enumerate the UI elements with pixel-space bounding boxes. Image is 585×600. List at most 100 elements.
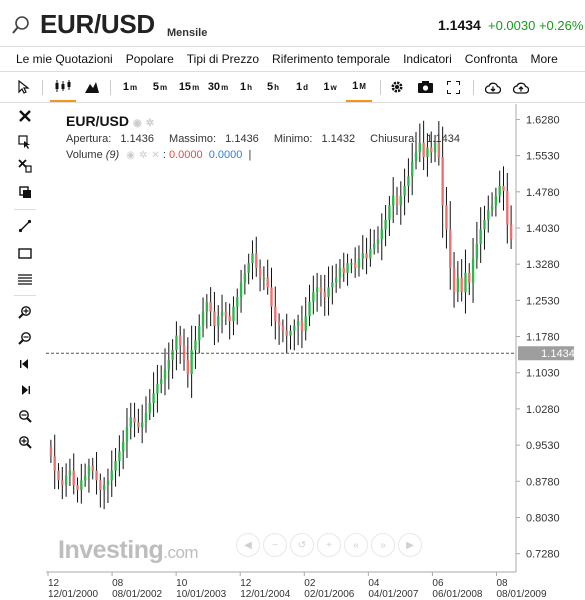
candle-body [121, 441, 125, 452]
reset-icon[interactable]: ↺ [290, 533, 314, 557]
menu-item-indicators[interactable]: Indicatori [403, 52, 452, 66]
candle-body [163, 369, 167, 380]
candle-body [323, 292, 326, 297]
eye-icon[interactable]: ◉ [126, 150, 136, 161]
candle-body [494, 195, 498, 206]
upload-cloud-icon[interactable] [511, 72, 531, 102]
zoom-out-icon[interactable] [14, 327, 36, 349]
trend-line-icon[interactable] [14, 215, 36, 237]
candle-body [411, 161, 414, 177]
open-value: Apertura: 1.1436 [66, 133, 154, 145]
gear-icon[interactable]: ✲ [139, 150, 148, 161]
menu-item-more[interactable]: More [530, 52, 558, 66]
candlestick-type-icon[interactable] [50, 72, 76, 102]
gear-icon[interactable]: ✲ [145, 118, 155, 129]
candle-body [213, 311, 216, 326]
candle-body [76, 485, 79, 490]
menu-item-time-reference[interactable]: Riferimento temporale [272, 52, 391, 66]
candle-body [475, 243, 479, 259]
zoom-fit-icon[interactable] [14, 431, 36, 453]
camera-icon[interactable] [415, 72, 435, 102]
time-tick-date: 08/01/2002 [112, 589, 162, 600]
zoom-reset-icon[interactable] [14, 405, 36, 427]
candle-body [418, 142, 421, 153]
download-cloud-icon[interactable] [483, 72, 503, 102]
search-icon[interactable] [10, 14, 32, 36]
candle-body [262, 277, 266, 280]
scroll-right-icon[interactable]: » [371, 533, 395, 557]
copy-layers-icon[interactable] [14, 181, 36, 203]
menu-item-price-types[interactable]: Tipi di Prezzo [186, 52, 260, 66]
low-value: Minimo: 1.1432 [273, 133, 356, 145]
candle-body [315, 287, 319, 293]
candle-body [144, 412, 148, 423]
volume-row: Volume (9) ◉ ✲ ✕ : 0.0000 0.0000 | [66, 149, 252, 161]
gear-icon[interactable] [387, 72, 407, 102]
candle-body [102, 485, 106, 490]
candle-body [152, 393, 155, 404]
time-tick-label: 02 [304, 578, 316, 589]
scroll-left-icon[interactable] [14, 353, 36, 375]
candle-body [179, 335, 182, 346]
ohlc-row: Apertura: 1.1436 Massimo: 1.1436 Minimo:… [66, 133, 472, 145]
time-tick-label: 12 [48, 578, 60, 589]
cursor-icon[interactable] [14, 72, 34, 102]
candle-body [308, 301, 311, 317]
remove-drawings-icon[interactable] [14, 131, 36, 153]
candle-body [331, 282, 334, 288]
candle-body [399, 195, 402, 206]
menu-item-compare[interactable]: Confronta [464, 52, 518, 66]
area-type-icon[interactable] [82, 72, 102, 102]
candle-body [61, 480, 64, 486]
candle-body [171, 350, 174, 360]
rectangle-tool-icon[interactable] [14, 243, 36, 265]
timeframe-30m[interactable]: 30 m [207, 81, 229, 93]
chevron-right-icon[interactable]: ▶ [398, 533, 422, 557]
candle-body [384, 219, 387, 230]
candle-body [414, 152, 418, 162]
price-tick-label: 0.7280 [526, 549, 560, 561]
timeframe-15m[interactable]: 15 m [178, 81, 200, 93]
candle-body [49, 446, 53, 457]
menu-item-popular[interactable]: Popolare [125, 52, 174, 66]
candle-body [445, 205, 448, 230]
fullscreen-icon[interactable] [443, 72, 463, 102]
candle-body [468, 272, 471, 283]
chevron-left-icon[interactable]: ◀ [236, 533, 260, 557]
price-tick-label: 0.8780 [526, 476, 560, 488]
quote-header: EUR/USD Mensile 1.1434 +0.0030 +0.26% [0, 0, 585, 46]
candle-body [91, 465, 94, 471]
delete-all-icon[interactable] [14, 155, 36, 177]
scroll-right-icon[interactable] [14, 379, 36, 401]
candle-body [498, 186, 501, 196]
close-icon[interactable] [14, 105, 36, 127]
candle-body [182, 345, 186, 360]
last-price-tag [518, 346, 574, 361]
scroll-left-icon[interactable]: « [344, 533, 368, 557]
candle-body [258, 268, 262, 278]
menu-item-my-quotes[interactable]: Le mie Quotazioni [16, 52, 113, 66]
zoom-in-icon[interactable] [14, 301, 36, 323]
candle-body [175, 335, 178, 351]
price-chart[interactable]: 1.6280 1.5530 1.4780 1.4030 1.3280 1.2530 1.17… [46, 104, 585, 600]
candle-body [407, 176, 410, 187]
zoom-out-icon[interactable]: − [263, 533, 287, 557]
symbol-title: EUR/USD [40, 9, 155, 39]
close-icon[interactable]: ✕ [151, 150, 160, 161]
candle-body [338, 268, 342, 278]
candle-body [239, 282, 243, 297]
candle-body [392, 195, 395, 206]
horizontal-lines-icon[interactable] [14, 269, 36, 291]
candle-body [217, 316, 220, 326]
eye-icon[interactable]: ◉ [133, 118, 142, 129]
candle-body [118, 451, 121, 462]
zoom-in-icon[interactable]: + [317, 533, 341, 557]
candle-body [353, 263, 357, 269]
